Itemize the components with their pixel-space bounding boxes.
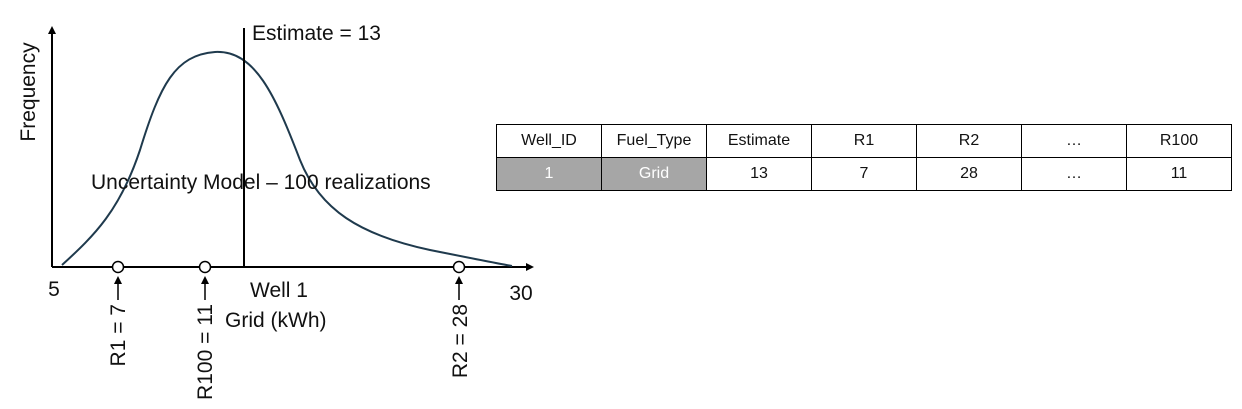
table-cell-r100: 11: [1126, 157, 1232, 191]
realization-point: [111, 260, 125, 274]
table-header-cell: Well_ID: [496, 124, 602, 158]
table-cell-ellipsis: …: [1021, 157, 1127, 191]
realization-r2: R2 = 28: [449, 260, 472, 378]
table-header-cell: Estimate: [706, 124, 812, 158]
y-axis-label: Frequency: [17, 42, 40, 142]
table-cell-r2: 28: [916, 157, 1022, 191]
uncertainty-diagram: Frequency Estimate = 13 Uncertainty Mode…: [17, 22, 534, 400]
realization-label: R2 = 28: [449, 304, 472, 378]
table-row: 1 Grid 13 7 28 … 11: [496, 157, 1232, 191]
table-header-cell: R1: [811, 124, 917, 158]
well-label: Well 1: [250, 279, 308, 302]
realization-point: [198, 260, 212, 274]
realizations-table: Well_ID Fuel_Type Estimate R1 R2 … R100 …: [496, 124, 1232, 191]
table-header-cell: R100: [1126, 124, 1232, 158]
table-header-cell: Fuel_Type: [601, 124, 707, 158]
table-header-cell: …: [1021, 124, 1127, 158]
table-header-row: Well_ID Fuel_Type Estimate R1 R2 … R100: [496, 124, 1232, 158]
table-cell-r1: 7: [811, 157, 917, 191]
unit-label: Grid (kWh): [225, 309, 327, 332]
table-cell-well-id: 1: [496, 157, 602, 191]
distribution-curve: [61, 50, 513, 267]
realization-r1: R1 = 7: [107, 260, 130, 366]
realization-label: R100 = 11: [194, 304, 217, 400]
estimate-label: Estimate = 13: [252, 22, 381, 45]
table-cell-estimate: 13: [706, 157, 812, 191]
x-min-label: 5: [48, 278, 60, 301]
realization-r100: R100 = 11: [194, 260, 217, 400]
table-cell-fuel-type: Grid: [601, 157, 707, 191]
x-max-label: 30: [509, 282, 532, 305]
model-label: Uncertainty Model – 100 realizations: [91, 171, 431, 194]
table-header-cell: R2: [916, 124, 1022, 158]
realization-point: [452, 260, 466, 274]
realization-label: R1 = 7: [107, 304, 130, 366]
